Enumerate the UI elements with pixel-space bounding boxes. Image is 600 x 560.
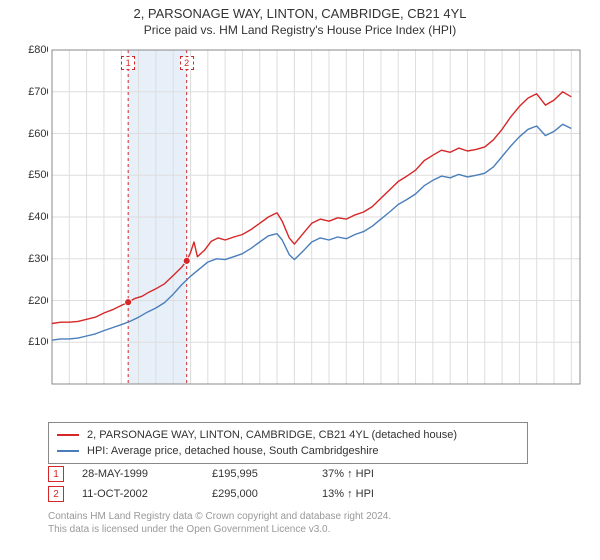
chart-container: 2, PARSONAGE WAY, LINTON, CAMBRIDGE, CB2… xyxy=(0,0,600,560)
attribution-line-2: This data is licensed under the Open Gov… xyxy=(48,523,391,536)
legend-box: 2, PARSONAGE WAY, LINTON, CAMBRIDGE, CB2… xyxy=(48,422,528,464)
sale-marker-on-chart: 2 xyxy=(180,56,194,70)
titles: 2, PARSONAGE WAY, LINTON, CAMBRIDGE, CB2… xyxy=(0,0,600,39)
sale-marker-on-chart: 1 xyxy=(121,56,135,70)
legend-label: HPI: Average price, detached house, Sout… xyxy=(87,445,378,457)
legend-label: 2, PARSONAGE WAY, LINTON, CAMBRIDGE, CB2… xyxy=(87,429,457,441)
sale-marker: 2 xyxy=(48,486,64,502)
sales-list: 1 28-MAY-1999£195,99537% ↑ HPI 2 11-OCT-200… xyxy=(48,464,422,504)
legend-swatch xyxy=(57,434,79,436)
attribution-text: Contains HM Land Registry data © Crown c… xyxy=(48,510,391,536)
legend-row: HPI: Average price, detached house, Sout… xyxy=(57,443,519,459)
attribution-line-1: Contains HM Land Registry data © Crown c… xyxy=(48,510,391,523)
sale-diff: 37% ↑ HPI xyxy=(322,468,422,480)
sale-price: £195,995 xyxy=(212,468,322,480)
sale-diff: 13% ↑ HPI xyxy=(322,488,422,500)
chart-title: 2, PARSONAGE WAY, LINTON, CAMBRIDGE, CB2… xyxy=(0,6,600,21)
chart-subtitle: Price paid vs. HM Land Registry's House … xyxy=(0,23,600,37)
sale-date: 28-MAY-1999 xyxy=(82,468,212,480)
sale-price: £295,000 xyxy=(212,488,322,500)
chart-svg xyxy=(48,44,584,414)
legend-swatch xyxy=(57,450,79,452)
sale-row: 2 11-OCT-2002£295,00013% ↑ HPI xyxy=(48,484,422,504)
sale-row: 1 28-MAY-1999£195,99537% ↑ HPI xyxy=(48,464,422,484)
sale-marker: 1 xyxy=(48,466,64,482)
legend-row: 2, PARSONAGE WAY, LINTON, CAMBRIDGE, CB2… xyxy=(57,427,519,443)
sale-date: 11-OCT-2002 xyxy=(82,488,212,500)
chart-plot-area xyxy=(48,44,584,414)
